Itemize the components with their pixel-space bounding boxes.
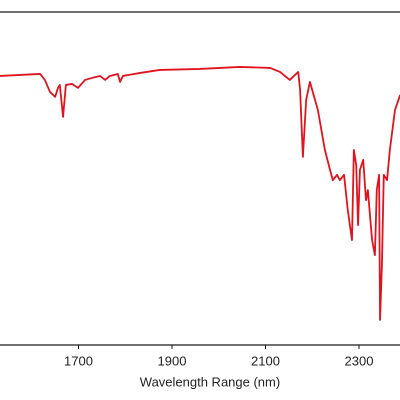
spectrum-line (0, 66, 400, 321)
plot-frame (0, 11, 400, 346)
x-tick-label: 2300 (345, 353, 374, 368)
x-tick-label: 1900 (158, 353, 187, 368)
x-axis-label: Wavelength Range (nm) (140, 374, 280, 389)
x-tick-label: 2100 (251, 353, 280, 368)
x-tick-label: 1700 (64, 353, 93, 368)
